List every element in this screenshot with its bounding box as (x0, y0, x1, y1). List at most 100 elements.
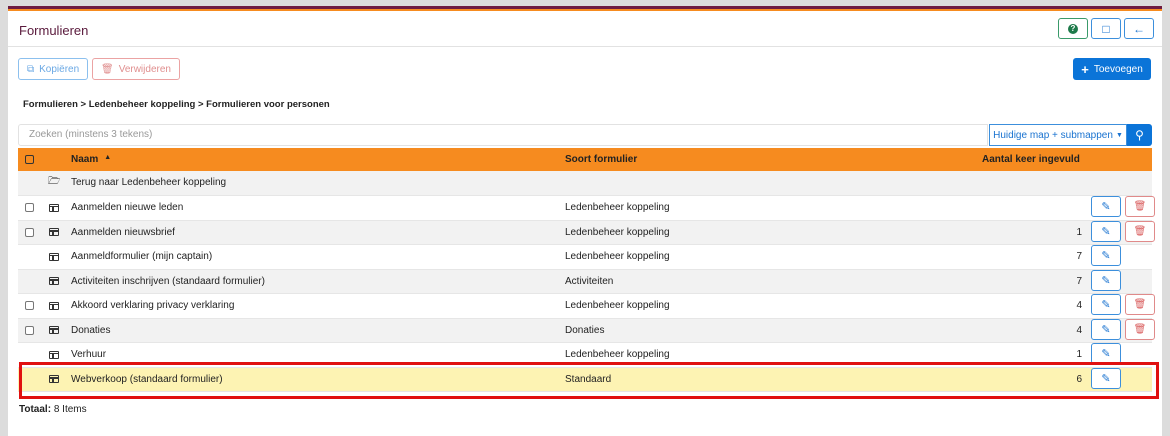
pencil-icon: ✎ (1101, 348, 1111, 360)
table-row[interactable]: Webverkoop (standaard formulier) Standaa… (18, 367, 1152, 392)
form-icon (49, 228, 59, 237)
trash-icon: 🗑 (1133, 201, 1147, 212)
add-label: Toevoegen (1093, 63, 1143, 75)
back-button[interactable]: ← (1124, 18, 1154, 39)
pencil-icon: ✎ (1101, 201, 1111, 213)
delete-row-button[interactable]: 🗑 (1125, 318, 1155, 340)
form-icon (49, 203, 59, 212)
scope-dropdown[interactable]: Huidige map + submappen ▼ (989, 124, 1127, 146)
edit-button[interactable]: ✎ (1091, 196, 1121, 217)
table-row[interactable]: Aanmelden nieuwe leden Ledenbeheer koppe… (18, 196, 1155, 221)
arrow-left-icon: ← (1133, 21, 1145, 36)
delete-row-button[interactable]: 🗑 (1125, 196, 1155, 217)
row-type: Activiteiten (565, 275, 614, 287)
row-count: 4 (1076, 324, 1082, 336)
pencil-icon: ✎ (1101, 274, 1111, 287)
delete-row-button[interactable]: 🗑 (1125, 220, 1155, 242)
row-type: Ledenbeheer koppeling (565, 202, 670, 214)
pencil-icon: ✎ (1101, 250, 1111, 262)
edit-button[interactable]: ✎ (1091, 318, 1121, 340)
page-title: Formulieren (19, 23, 89, 38)
feedback-button[interactable]: □ (1091, 18, 1121, 39)
delete-button[interactable]: 🗑 Verwijderen (92, 58, 180, 80)
edit-button[interactable]: ✎ (1091, 220, 1121, 242)
edit-button[interactable]: ✎ (1091, 367, 1121, 389)
total-count: Totaal: 8 Items (19, 404, 87, 415)
column-name-label: Naam (71, 154, 99, 165)
total-value: 8 Items (53, 404, 87, 415)
trash-icon: 🗑 (1133, 299, 1147, 310)
brand-stripe-orange (8, 9, 1162, 11)
add-button[interactable]: + Toevoegen (1073, 58, 1151, 80)
row-count: 1 (1076, 349, 1082, 361)
column-count[interactable]: Aantal keer ingevuld (982, 154, 1080, 165)
trash-icon: 🗑 (101, 63, 114, 75)
column-type[interactable]: Soort formulier (565, 154, 638, 165)
row-name[interactable]: Webverkoop (standaard formulier) (71, 373, 223, 385)
edit-button[interactable]: ✎ (1091, 269, 1121, 291)
copy-icon: ⧉ (27, 63, 35, 75)
breadcrumb: Formulieren > Ledenbeheer koppeling > Fo… (23, 99, 330, 110)
row-type: Donaties (565, 324, 605, 336)
trash-icon: 🗑 (1133, 225, 1147, 237)
back-row-label: Terug naar Ledenbeheer koppeling (71, 177, 227, 189)
form-icon (49, 350, 59, 359)
row-count: 1 (1076, 226, 1082, 238)
copy-label: Kopiëren (39, 63, 80, 75)
row-name[interactable]: Donaties (71, 324, 111, 336)
edit-button[interactable]: ✎ (1091, 245, 1121, 266)
row-count: 7 (1076, 275, 1082, 287)
row-name[interactable]: Verhuur (71, 349, 107, 361)
help-button[interactable]: ? (1058, 18, 1088, 39)
table-row[interactable]: Verhuur Ledenbeheer koppeling 1 ✎ (18, 343, 1152, 368)
folder-up-icon: 🗁 (48, 176, 61, 188)
edit-button[interactable]: ✎ (1091, 294, 1121, 315)
delete-label: Verwijderen (118, 63, 171, 75)
row-count: 4 (1076, 300, 1082, 312)
column-name[interactable]: Naam ▲ (71, 148, 111, 171)
search-button[interactable]: ⚲ (1127, 124, 1152, 146)
edit-button[interactable]: ✎ (1091, 343, 1121, 364)
delete-row-button[interactable]: 🗑 (1125, 294, 1155, 315)
row-name[interactable]: Akkoord verklaring privacy verklaring (71, 300, 235, 312)
pencil-icon: ✎ (1101, 323, 1111, 336)
search-input[interactable]: Zoeken (minstens 3 tekens) (18, 124, 988, 146)
pencil-icon: ✎ (1101, 372, 1111, 385)
table-row[interactable]: Aanmelden nieuwsbrief Ledenbeheer koppel… (18, 220, 1155, 245)
row-checkbox[interactable] (25, 203, 34, 213)
row-checkbox[interactable] (25, 301, 34, 311)
row-type: Standaard (565, 373, 612, 385)
row-name[interactable]: Aanmeldformulier (mijn captain) (71, 251, 213, 263)
table-row[interactable]: Akkoord verklaring privacy verklaring Le… (18, 294, 1155, 319)
comment-icon: □ (1102, 21, 1110, 36)
scope-label: Huidige map + submappen (993, 129, 1113, 141)
row-count: 7 (1076, 251, 1082, 263)
row-name[interactable]: Aanmelden nieuwsbrief (71, 226, 175, 238)
forms-panel: Formulieren ? □ ← ⧉ Kopiëren 🗑 Verwijderen… (8, 6, 1162, 436)
caret-down-icon: ▼ (1115, 131, 1123, 139)
row-count: 6 (1076, 373, 1082, 385)
trash-icon: 🗑 (1133, 323, 1147, 335)
header-divider (8, 46, 1162, 47)
row-type: Ledenbeheer koppeling (565, 226, 670, 238)
table-row[interactable]: Donaties Donaties 4 ✎ 🗑 (18, 318, 1155, 343)
copy-button[interactable]: ⧉ Kopiëren (18, 58, 89, 80)
total-label: Totaal: (19, 404, 52, 415)
table-row[interactable]: Activiteiten inschrijven (standaard form… (18, 269, 1152, 294)
form-icon (49, 375, 59, 384)
row-name[interactable]: Aanmelden nieuwe leden (71, 202, 184, 214)
search-icon: ⚲ (1135, 128, 1144, 142)
row-checkbox[interactable] (25, 227, 34, 237)
sort-asc-icon: ▲ (104, 153, 112, 161)
row-type: Ledenbeheer koppeling (565, 349, 670, 361)
table-header: Naam ▲ Soort formulier Aantal keer ingevu… (18, 148, 1152, 171)
row-name[interactable]: Activiteiten inschrijven (standaard form… (71, 275, 265, 287)
table-row[interactable]: Aanmeldformulier (mijn captain) Ledenbeh… (18, 245, 1152, 270)
form-icon (49, 277, 59, 286)
select-all-checkbox[interactable] (25, 155, 34, 164)
row-type: Ledenbeheer koppeling (565, 300, 670, 312)
brand-stripe (8, 6, 1162, 9)
row-checkbox[interactable] (25, 325, 34, 335)
highlight-annotation-box (19, 362, 1159, 399)
back-row[interactable]: 🗁 Terug naar Ledenbeheer koppeling (18, 171, 1152, 196)
